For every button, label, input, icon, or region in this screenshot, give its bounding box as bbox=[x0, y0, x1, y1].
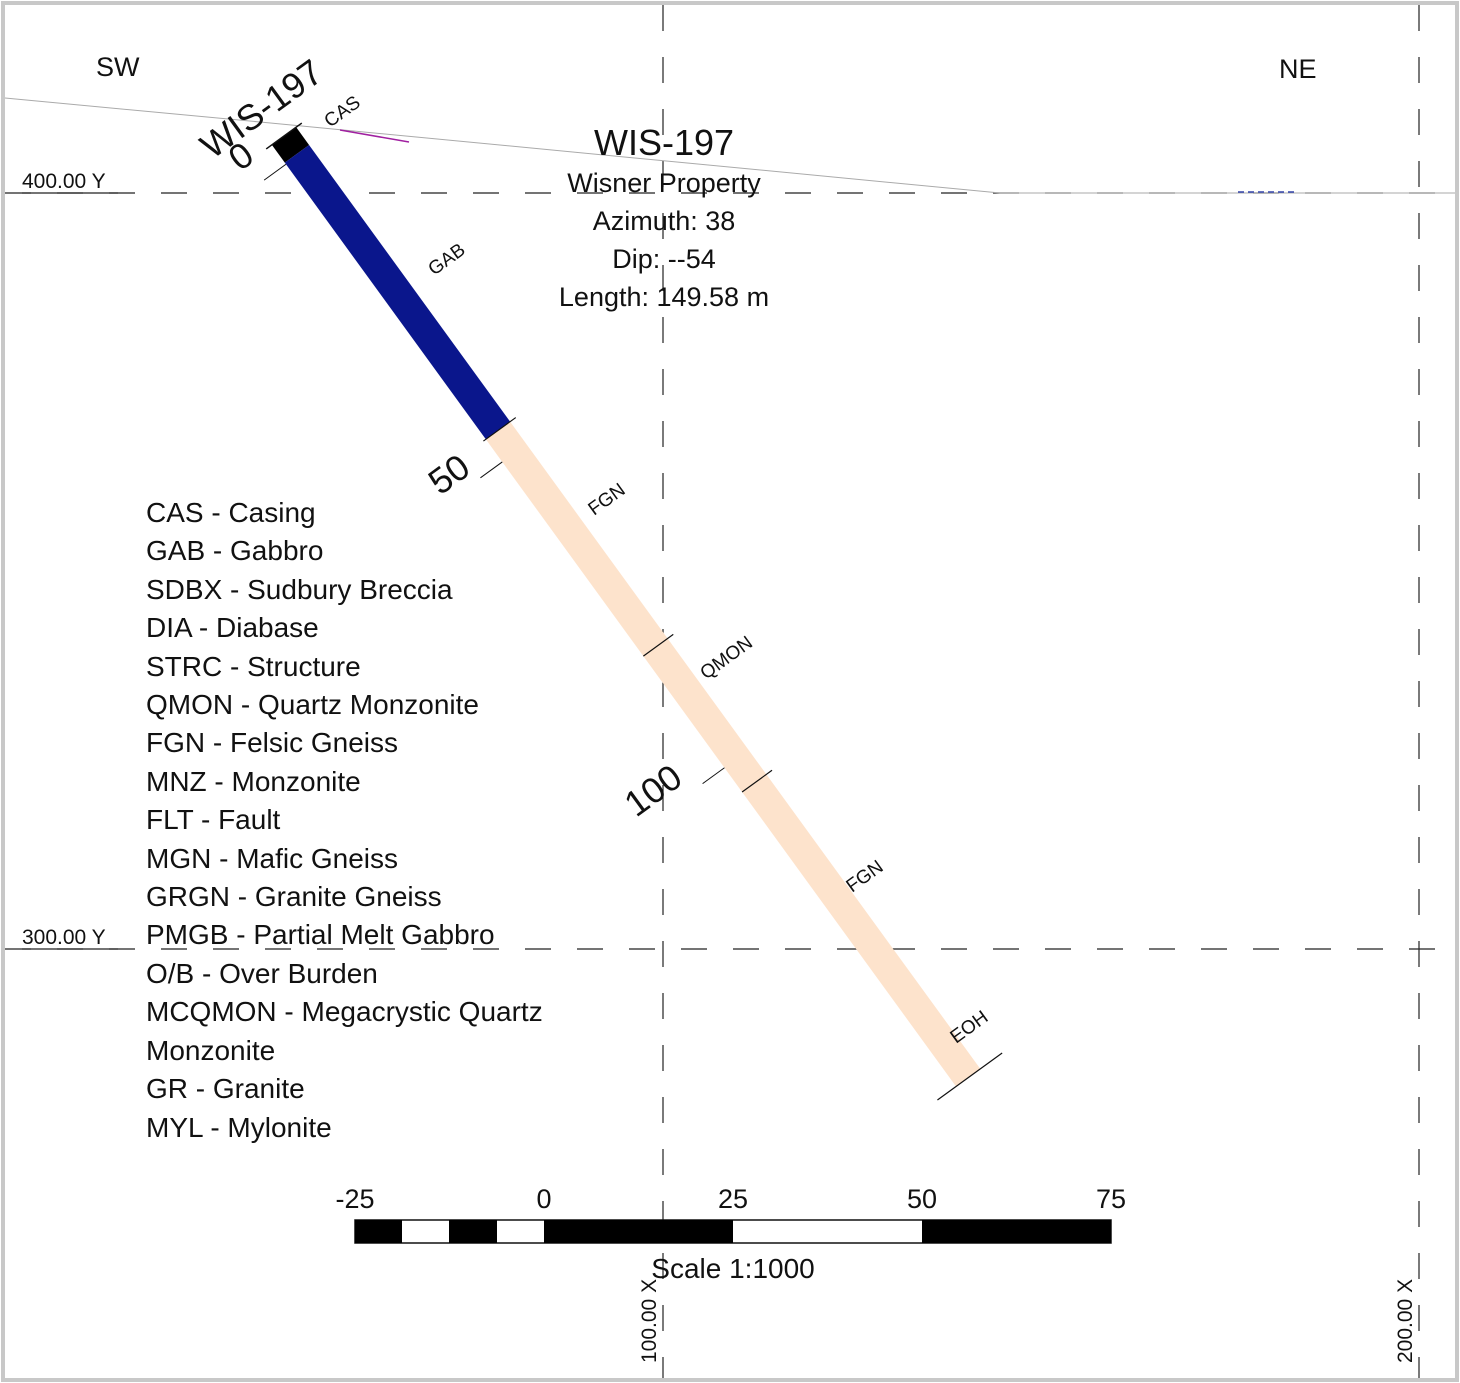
grid-label-300y: 300.00 Y bbox=[22, 926, 106, 949]
interval-fgn-upper bbox=[485, 421, 668, 657]
interval-qmon bbox=[643, 638, 767, 793]
info-length: Length: 149.58 m bbox=[558, 282, 770, 312]
direction-ne: NE bbox=[1279, 54, 1317, 84]
legend-item: GAB - Gabbro bbox=[146, 535, 324, 567]
legend-item: QMON - Quartz Monzonite bbox=[146, 689, 479, 721]
info-title: WIS-197 bbox=[593, 122, 735, 163]
depth-label-100: 100 bbox=[617, 756, 690, 824]
legend-item: GRGN - Granite Gneiss bbox=[146, 881, 442, 913]
interval-label-qmon: QMON bbox=[697, 632, 757, 684]
depth-tick-50 bbox=[480, 461, 503, 479]
eoh-tick bbox=[937, 1052, 1003, 1101]
info-property: Wisner Property bbox=[567, 168, 761, 198]
drill-hole bbox=[263, 122, 1003, 1101]
legend-item: MCQMON - Megacrystic Quartz Monzonite bbox=[146, 996, 543, 1066]
info-azimuth: Azimuth: 38 bbox=[592, 206, 736, 236]
legend-item: GR - Granite bbox=[146, 1073, 305, 1105]
scale-tick-label: -25 bbox=[335, 1184, 374, 1214]
legend-item: PMGB - Partial Melt Gabbro bbox=[146, 919, 495, 951]
interval-label-fgn: FGN bbox=[585, 479, 630, 520]
scale-tick-label: 50 bbox=[907, 1184, 937, 1214]
legend-item: MYL - Mylonite bbox=[146, 1111, 332, 1143]
interval-label-gab: GAB bbox=[425, 239, 470, 280]
cas-annotation-line bbox=[339, 129, 410, 143]
scale-tick-label: 25 bbox=[718, 1184, 748, 1214]
interval-label-cas: CAS bbox=[321, 92, 365, 132]
scale-tick-label: 75 bbox=[1096, 1184, 1126, 1214]
legend-item: SDBX - Sudbury Breccia bbox=[146, 573, 453, 605]
legend-item: O/B - Over Burden bbox=[146, 957, 378, 989]
interval-fgn-lower bbox=[742, 774, 981, 1087]
legend-item: DIA - Diabase bbox=[146, 612, 319, 644]
grid-label-200x: 200.00 X bbox=[1394, 1279, 1417, 1363]
contact-tick bbox=[483, 417, 517, 442]
info-dip: Dip: --54 bbox=[612, 244, 716, 274]
legend-item: FGN - Felsic Gneiss bbox=[146, 727, 399, 759]
contact-tick bbox=[741, 769, 773, 793]
scale-segment bbox=[449, 1220, 497, 1243]
eoh-label: EOH bbox=[947, 1007, 993, 1048]
interval-cas bbox=[271, 127, 310, 163]
contact-tick bbox=[642, 633, 674, 657]
legend-item: CAS - Casing bbox=[146, 497, 316, 528]
grid-label-100x: 100.00 X bbox=[638, 1279, 661, 1363]
scale-segment bbox=[355, 1220, 402, 1243]
lithology-legend: CAS - Casing GAB - Gabbro SDBX - Sudbury… bbox=[146, 494, 576, 1147]
depth-tick-0 bbox=[263, 163, 287, 181]
interval-gab bbox=[284, 144, 511, 440]
grid-label-400y: 400.00 Y bbox=[22, 170, 106, 193]
scale-segment bbox=[922, 1220, 1111, 1243]
scale-segment bbox=[544, 1220, 733, 1243]
interval-label-fgn-lower: FGN bbox=[843, 856, 888, 897]
depth-tick-100 bbox=[702, 767, 725, 785]
scale-tick-label: 0 bbox=[536, 1184, 551, 1214]
direction-sw: SW bbox=[96, 52, 140, 82]
scale-caption: Scale 1:1000 bbox=[651, 1253, 814, 1284]
legend-item: STRC - Structure bbox=[146, 650, 361, 682]
topography-line bbox=[4, 97, 1455, 194]
legend-item: MNZ - Monzonite bbox=[146, 765, 361, 797]
scale-bar: -25 0 25 50 75 Scale 1:1000 bbox=[335, 1184, 1126, 1284]
collar-tick bbox=[265, 122, 303, 150]
legend-item: MGN - Mafic Gneiss bbox=[146, 842, 399, 874]
legend-item: FLT - Fault bbox=[146, 804, 281, 836]
